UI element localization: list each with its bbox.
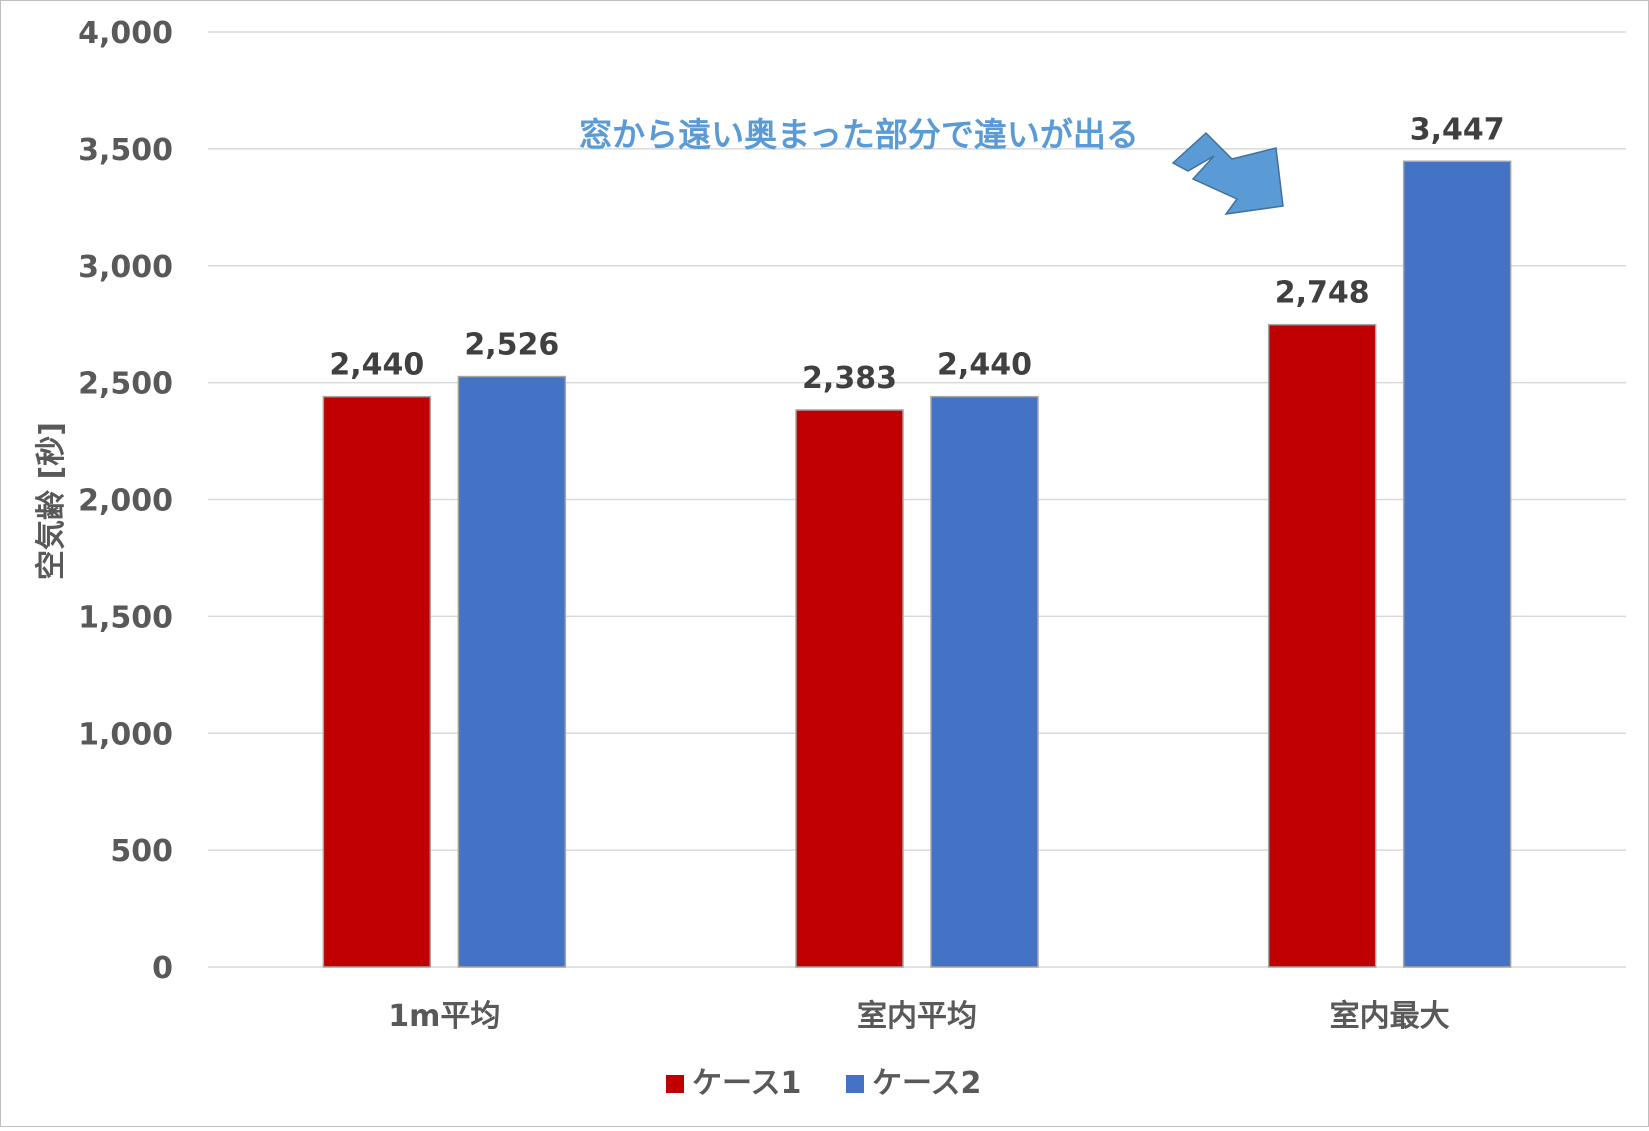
legend-swatch-case1 — [666, 1075, 684, 1093]
bar-series2-1 — [930, 395, 1039, 968]
legend: ケース1 ケース2 — [666, 1066, 981, 1101]
bar-series1-0 — [322, 395, 432, 968]
x-tick-label: 室内平均 — [857, 999, 977, 1034]
y-tick-label: 1,500 — [78, 600, 173, 635]
data-label: 3,447 — [1410, 112, 1505, 147]
x-tick-label: 1m平均 — [388, 999, 500, 1034]
data-label: 2,440 — [937, 348, 1032, 383]
y-tick-label: 0 — [152, 951, 173, 986]
legend-swatch-case2 — [846, 1075, 864, 1093]
data-label: 2,383 — [802, 361, 897, 396]
y-tick-label: 4,000 — [78, 16, 173, 51]
bar-series1-2 — [1267, 323, 1377, 968]
bars — [322, 160, 1512, 968]
y-tick-label: 3,000 — [78, 250, 173, 285]
y-axis-label: 空気齢 [秒] — [34, 422, 69, 580]
bar-series2-2 — [1402, 160, 1512, 968]
data-label: 2,526 — [464, 328, 559, 363]
data-label: 2,748 — [1275, 276, 1370, 311]
annotation-arrow-icon — [1171, 131, 1284, 215]
y-tick-label: 1,000 — [78, 717, 173, 752]
legend-label-case1: ケース1 — [692, 1066, 801, 1101]
legend-label-case2: ケース2 — [872, 1066, 981, 1101]
y-tick-label: 3,500 — [78, 133, 173, 168]
data-label: 2,440 — [329, 348, 424, 383]
y-tick-label: 500 — [110, 834, 173, 869]
annotation-text: 窓から遠い奥まった部分で違いが出る — [579, 115, 1139, 154]
x-tick-label: 室内最大 — [1330, 999, 1450, 1034]
gridlines — [208, 31, 1626, 968]
data-labels: 2,440 2,526 2,383 2,440 2,748 3,447 — [329, 112, 1504, 396]
bar-series1-1 — [795, 409, 904, 968]
y-tick-label: 2,500 — [78, 367, 173, 402]
y-axis-ticks: 0 500 1,000 1,500 2,000 2,500 3,000 3,500 4,000 — [78, 16, 173, 986]
x-axis-ticks: 1m平均 室内平均 室内最大 — [388, 999, 1449, 1034]
bar-series2-0 — [457, 375, 567, 968]
y-tick-label: 2,000 — [78, 484, 173, 519]
